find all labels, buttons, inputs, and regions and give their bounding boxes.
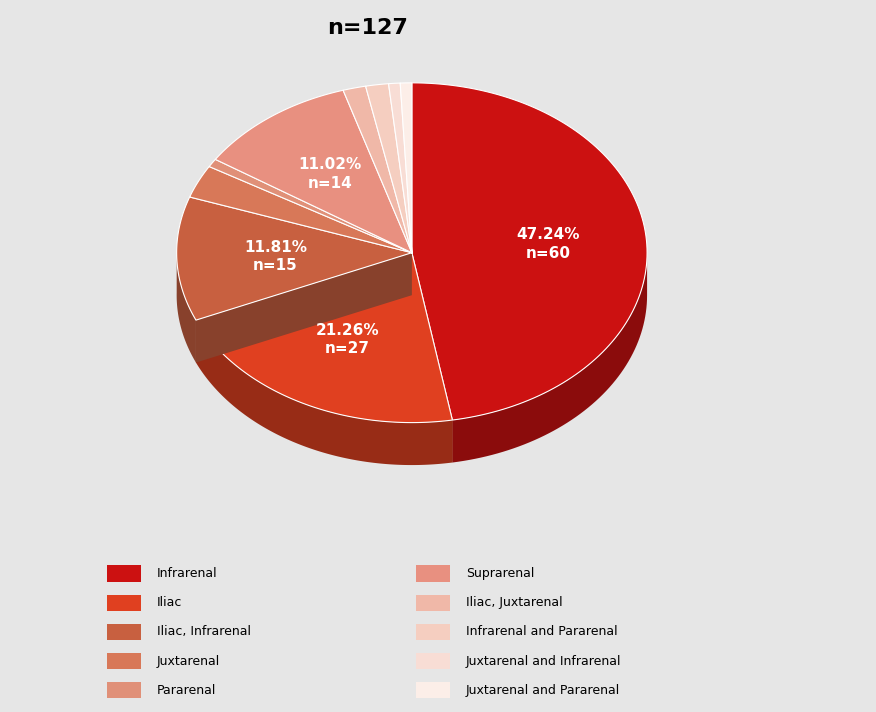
Bar	[415, 595, 450, 611]
Text: Infrarenal and Pararenal: Infrarenal and Pararenal	[466, 625, 618, 639]
Polygon shape	[412, 83, 647, 420]
Text: n=127: n=127	[328, 18, 408, 38]
Text: Juxtarenal: Juxtarenal	[157, 654, 220, 668]
Text: Iliac, Juxtarenal: Iliac, Juxtarenal	[466, 596, 562, 609]
Bar	[415, 653, 450, 669]
Bar	[415, 565, 450, 582]
Text: Pararenal: Pararenal	[157, 684, 216, 697]
Text: Infrarenal: Infrarenal	[157, 567, 217, 580]
Polygon shape	[400, 83, 412, 253]
Bar	[107, 624, 141, 640]
Polygon shape	[196, 320, 452, 465]
Text: 11.81%
n=15: 11.81% n=15	[244, 239, 307, 273]
Polygon shape	[412, 253, 452, 463]
Bar	[107, 682, 141, 698]
Polygon shape	[196, 253, 412, 362]
Polygon shape	[343, 86, 412, 253]
Text: 21.26%
n=27: 21.26% n=27	[315, 323, 379, 356]
Bar	[415, 624, 450, 640]
Polygon shape	[177, 250, 196, 362]
Text: Iliac: Iliac	[157, 596, 182, 609]
Text: 47.24%
n=60: 47.24% n=60	[516, 227, 580, 261]
Polygon shape	[389, 83, 412, 253]
Bar	[415, 682, 450, 698]
Polygon shape	[452, 253, 647, 463]
Bar	[107, 653, 141, 669]
Text: Juxtarenal and Pararenal: Juxtarenal and Pararenal	[466, 684, 620, 697]
Polygon shape	[196, 253, 412, 362]
Text: Suprarenal: Suprarenal	[466, 567, 534, 580]
Polygon shape	[196, 253, 452, 423]
Polygon shape	[365, 84, 412, 253]
Bar	[107, 565, 141, 582]
Polygon shape	[215, 90, 412, 253]
Text: Iliac, Infrarenal: Iliac, Infrarenal	[157, 625, 251, 639]
Polygon shape	[190, 167, 412, 253]
Polygon shape	[412, 253, 452, 463]
Polygon shape	[177, 197, 412, 320]
Text: 11.02%
n=14: 11.02% n=14	[299, 157, 362, 191]
Text: Juxtarenal and Infrarenal: Juxtarenal and Infrarenal	[466, 654, 622, 668]
Bar	[107, 595, 141, 611]
Polygon shape	[209, 159, 412, 253]
